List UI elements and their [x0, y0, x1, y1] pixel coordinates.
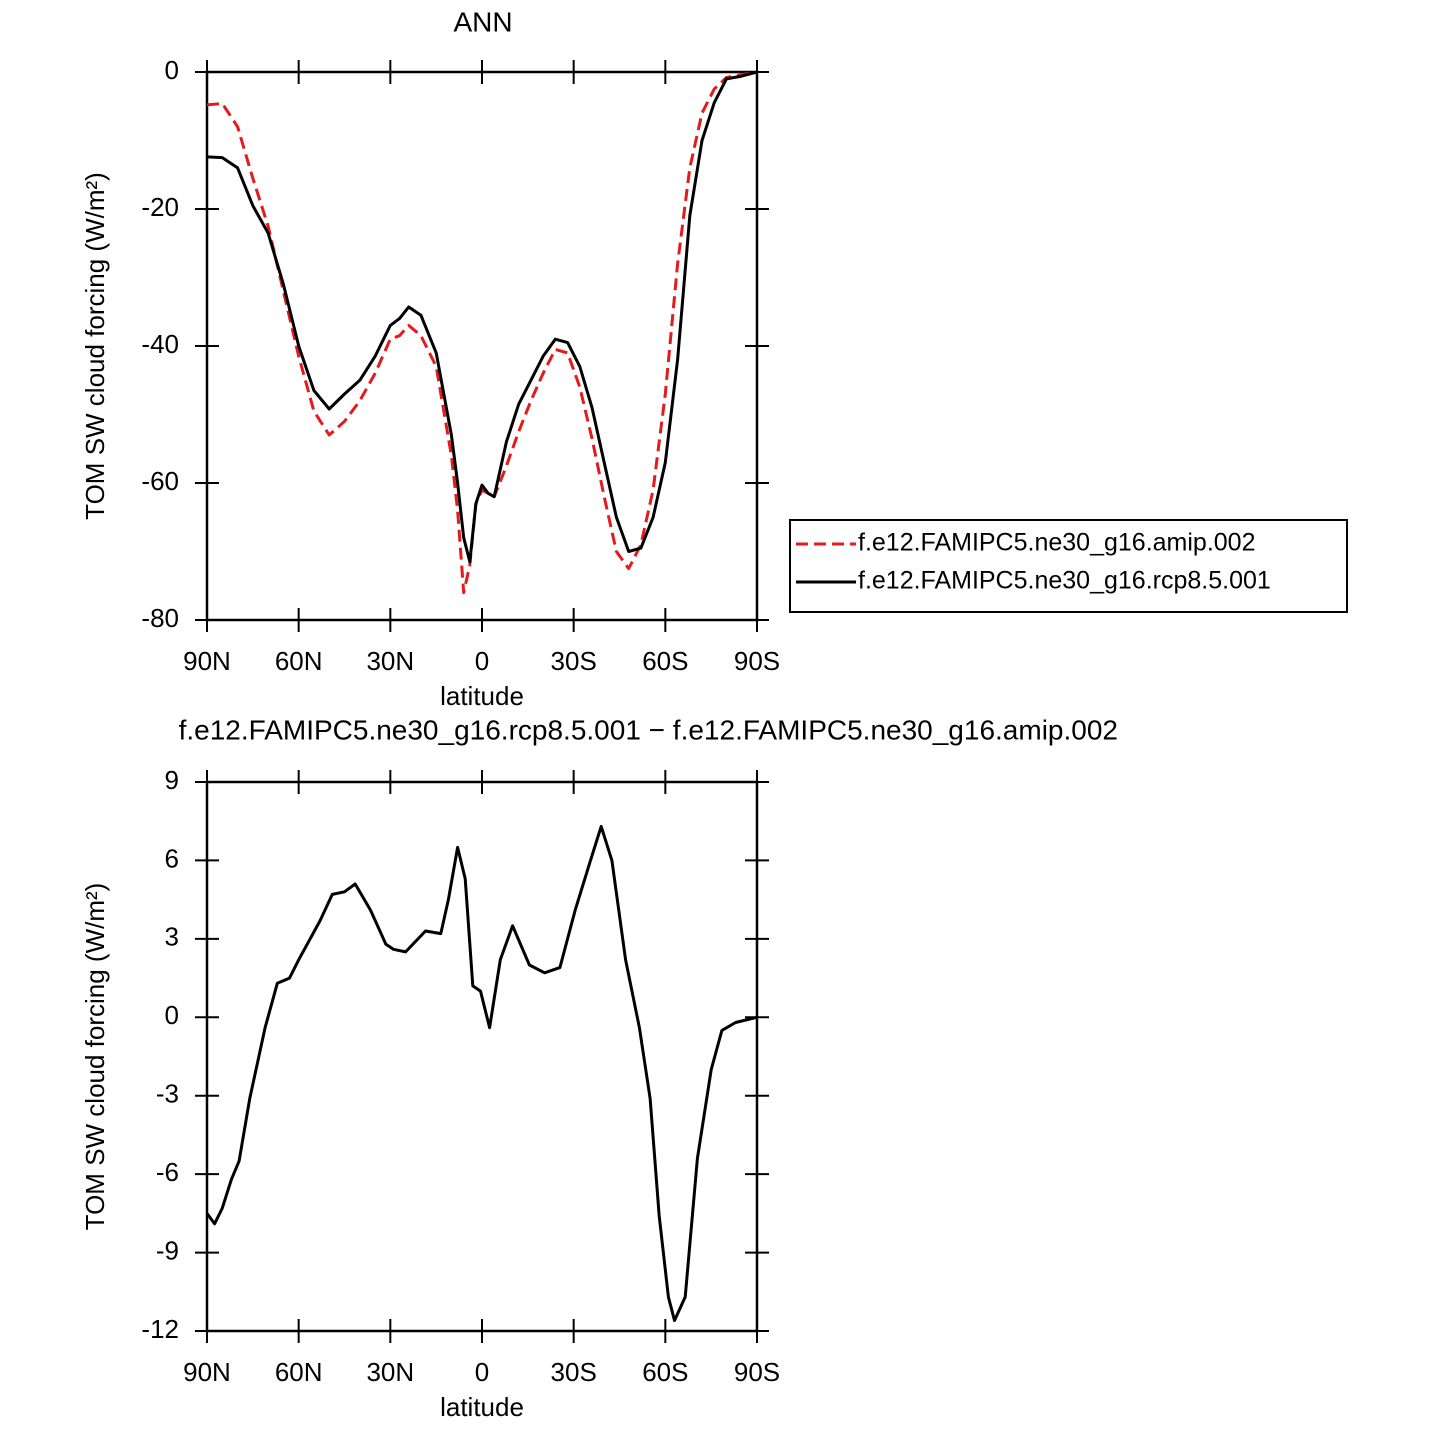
y-tick-label: -80 [141, 603, 179, 633]
y-tick-label: 3 [165, 922, 179, 952]
x-tick-label: 90S [734, 1357, 780, 1387]
x-axis-label: latitude [440, 1392, 524, 1422]
x-tick-label: 30N [366, 1357, 414, 1387]
y-tick-label: -6 [156, 1157, 179, 1187]
x-tick-label: 30S [551, 1357, 597, 1387]
x-tick-label: 0 [475, 646, 489, 676]
y-tick-label: 9 [165, 765, 179, 795]
x-tick-label: 90S [734, 646, 780, 676]
x-tick-label: 30N [366, 646, 414, 676]
y-tick-label: -40 [141, 329, 179, 359]
y-tick-label: -60 [141, 466, 179, 496]
series-line [205, 824, 758, 1322]
x-tick-label: 60S [642, 646, 688, 676]
y-tick-label: -20 [141, 192, 179, 222]
series-line [206, 70, 758, 595]
y-tick-label: 6 [165, 843, 179, 873]
series-line [206, 70, 758, 564]
y-tick-label: 0 [165, 1000, 179, 1030]
legend-box [789, 519, 1348, 613]
chart-title: f.e12.FAMIPC5.ne30_g16.rcp8.5.001 − f.e1… [179, 714, 1118, 745]
x-tick-label: 90N [183, 646, 231, 676]
y-tick-label: -3 [156, 1079, 179, 1109]
y-tick-label: -12 [141, 1314, 179, 1344]
legend-label: f.e12.FAMIPC5.ne30_g16.amip.002 [858, 529, 1256, 557]
y-tick-label: -9 [156, 1235, 179, 1265]
chart-title: ANN [453, 6, 512, 37]
plot-frame [205, 780, 759, 1333]
plot-frame [205, 70, 759, 622]
x-tick-label: 60N [275, 646, 323, 676]
x-tick-label: 90N [183, 1357, 231, 1387]
y-axis-label: TOM SW cloud forcing (W/m²) [80, 172, 110, 520]
x-tick-label: 60N [275, 1357, 323, 1387]
x-tick-label: 60S [642, 1357, 688, 1387]
legend-label: f.e12.FAMIPC5.ne30_g16.rcp8.5.001 [858, 567, 1271, 595]
x-axis-label: latitude [440, 681, 524, 711]
y-tick-label: 0 [165, 55, 179, 85]
y-axis-label: TOM SW cloud forcing (W/m²) [80, 883, 110, 1231]
x-tick-label: 30S [551, 646, 597, 676]
x-tick-label: 0 [475, 1357, 489, 1387]
